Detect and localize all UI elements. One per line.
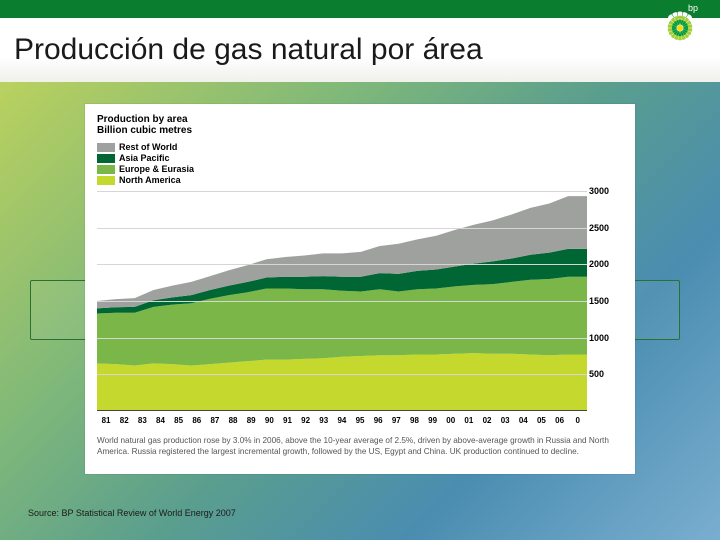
x-tick-label: 86 (188, 416, 206, 425)
x-tick-label: 83 (133, 416, 151, 425)
chart-title-line2: Billion cubic metres (97, 125, 623, 136)
legend-item: Europe & Eurasia (97, 164, 623, 174)
x-tick-label: 89 (242, 416, 260, 425)
legend-label: North America (119, 175, 181, 185)
x-tick-label: 87 (206, 416, 224, 425)
x-tick-label: 99 (424, 416, 442, 425)
x-axis-labels: 8182838485868788899091929394959697989900… (97, 416, 587, 425)
x-tick-label: 96 (369, 416, 387, 425)
x-tick-label: 93 (315, 416, 333, 425)
x-tick-label: 82 (115, 416, 133, 425)
y-tick-label: 2500 (589, 223, 609, 233)
x-tick-label: 95 (351, 416, 369, 425)
grid-line (97, 264, 587, 265)
x-tick-label: 03 (496, 416, 514, 425)
x-tick-label: 92 (297, 416, 315, 425)
y-tick-label: 1000 (589, 333, 609, 343)
legend-label: Rest of World (119, 142, 177, 152)
legend-swatch (97, 154, 115, 163)
bp-logo: bp (658, 2, 702, 46)
x-tick-label: 88 (224, 416, 242, 425)
x-tick-label: 85 (170, 416, 188, 425)
slide-header: Producción de gas natural por área (0, 0, 720, 82)
x-tick-label: 02 (478, 416, 496, 425)
legend-label: Asia Pacific (119, 153, 170, 163)
x-tick-label: 91 (278, 416, 296, 425)
legend-swatch (97, 143, 115, 152)
x-tick-label: 06 (551, 416, 569, 425)
x-tick-label: 01 (460, 416, 478, 425)
chart-legend: Rest of WorldAsia PacificEurope & Eurasi… (97, 142, 623, 185)
bp-logo-text: bp (688, 3, 698, 13)
legend-label: Europe & Eurasia (119, 164, 194, 174)
y-tick-label: 500 (589, 369, 604, 379)
grid-line (97, 338, 587, 339)
x-tick-label: 98 (405, 416, 423, 425)
grid-line (97, 191, 587, 192)
chart-plot: 8182838485868788899091929394959697989900… (97, 191, 587, 411)
x-tick-label: 81 (97, 416, 115, 425)
x-axis-line (97, 410, 587, 411)
x-tick-label: 0 (569, 416, 587, 425)
x-tick-label: 97 (387, 416, 405, 425)
legend-item: North America (97, 175, 623, 185)
x-tick-label: 90 (260, 416, 278, 425)
y-axis-labels: 50010001500200025003000 (587, 191, 621, 411)
page-title: Producción de gas natural por área (14, 33, 483, 67)
legend-item: Asia Pacific (97, 153, 623, 163)
chart-title-line1: Production by area (97, 114, 623, 125)
x-tick-label: 05 (532, 416, 550, 425)
x-tick-label: 00 (442, 416, 460, 425)
x-tick-label: 94 (333, 416, 351, 425)
legend-item: Rest of World (97, 142, 623, 152)
chart-panel: Production by area Billion cubic metres … (85, 104, 635, 474)
y-tick-label: 3000 (589, 186, 609, 196)
grid-line (97, 374, 587, 375)
x-tick-label: 84 (151, 416, 169, 425)
legend-swatch (97, 176, 115, 185)
grid-line (97, 301, 587, 302)
chart-plot-area: 8182838485868788899091929394959697989900… (97, 191, 623, 411)
y-tick-label: 2000 (589, 259, 609, 269)
source-footer: Source: BP Statistical Review of World E… (28, 508, 236, 518)
legend-swatch (97, 165, 115, 174)
y-tick-label: 1500 (589, 296, 609, 306)
grid-line (97, 228, 587, 229)
chart-caption: World natural gas production rose by 3.0… (97, 435, 623, 457)
x-tick-label: 04 (514, 416, 532, 425)
